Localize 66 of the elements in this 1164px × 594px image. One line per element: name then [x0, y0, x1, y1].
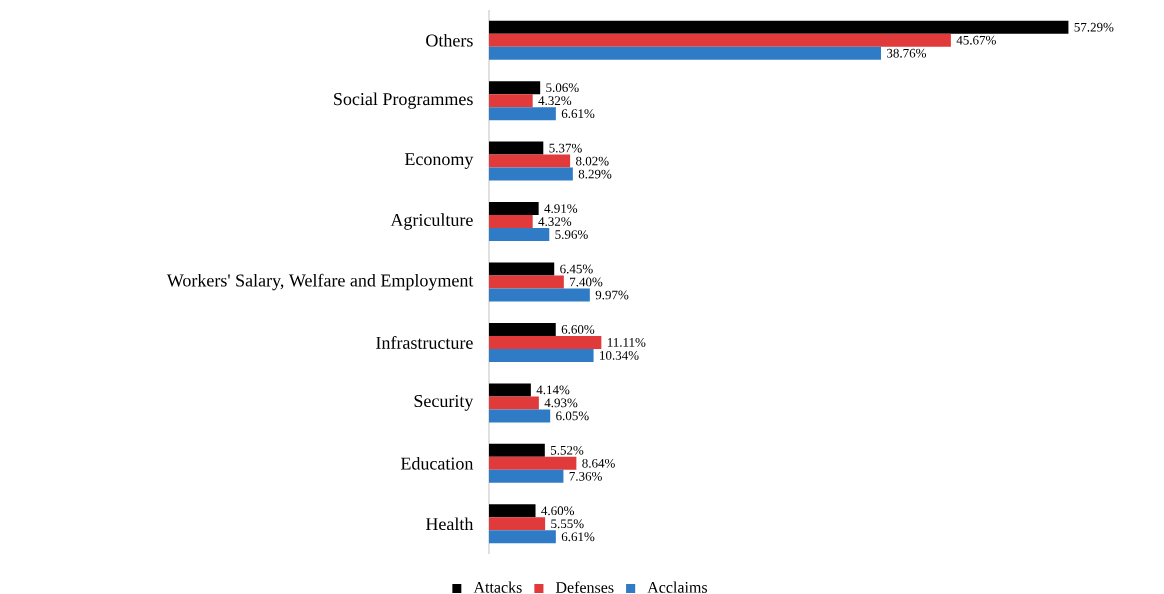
- bar: [489, 46, 882, 60]
- data-label: 6.45%: [560, 264, 593, 274]
- bar: [489, 228, 550, 242]
- y-tick-label: Social Programmes: [334, 92, 473, 109]
- bar: [489, 107, 556, 121]
- y-tick-label: Economy: [404, 153, 474, 169]
- bar: [489, 443, 545, 457]
- bar: [489, 396, 539, 410]
- y-tick-label: Infrastructure: [376, 336, 473, 349]
- data-label: 5.55%: [551, 519, 584, 529]
- data-label: 8.29%: [578, 169, 612, 179]
- data-label: 4.14%: [536, 385, 570, 395]
- data-label: 45.67%: [956, 35, 996, 45]
- data-label: 4.93%: [544, 398, 578, 408]
- bar: [489, 94, 533, 108]
- bar: [489, 530, 556, 544]
- bar: [489, 383, 531, 397]
- data-label: 4.32%: [538, 96, 572, 106]
- data-label: 6.60%: [561, 325, 595, 334]
- data-label: 6.61%: [561, 532, 595, 542]
- data-label: 4.60%: [541, 506, 575, 516]
- bar: [489, 335, 602, 349]
- data-label: 10.34%: [600, 351, 639, 360]
- data-label: 6.05%: [556, 411, 589, 421]
- bar: [489, 20, 1069, 34]
- y-tick-label: Security: [414, 394, 474, 411]
- bar: [489, 141, 544, 155]
- legend-label: Acclaims: [647, 581, 708, 593]
- bar: [489, 275, 564, 289]
- bar: [489, 262, 555, 276]
- legend-label: Attacks: [473, 581, 522, 593]
- bar: [489, 504, 536, 518]
- data-label: 5.06%: [546, 83, 579, 93]
- y-tick-label: Education: [400, 457, 474, 470]
- data-label: 7.36%: [569, 471, 602, 481]
- y-tick-label: Others: [426, 33, 473, 47]
- data-label: 4.91%: [544, 204, 578, 213]
- y-tick-label: Health: [425, 517, 474, 531]
- bar: [489, 469, 564, 483]
- bar: [489, 348, 594, 362]
- data-label: 57.29%: [1074, 22, 1114, 32]
- bar: [489, 167, 573, 181]
- bar: [489, 409, 551, 423]
- data-label: 6.61%: [561, 109, 595, 119]
- bar: [489, 517, 546, 531]
- bar: [489, 33, 951, 47]
- bar: [489, 215, 533, 229]
- bar: [489, 202, 539, 216]
- data-label: 7.40%: [570, 277, 603, 287]
- bar: [489, 81, 541, 95]
- data-label: 8.02%: [576, 156, 609, 166]
- data-label: 11.11%: [607, 338, 646, 347]
- data-label: 5.96%: [555, 230, 588, 239]
- data-label: 38.76%: [887, 48, 927, 58]
- data-label: 5.52%: [550, 445, 584, 455]
- data-label: 5.37%: [549, 143, 582, 153]
- bar: [489, 154, 571, 168]
- data-label: 8.64%: [582, 458, 615, 468]
- bar: [489, 456, 577, 470]
- data-label: 4.32%: [538, 217, 572, 226]
- data-label: 9.97%: [595, 290, 629, 300]
- y-tick-label: Agriculture: [390, 213, 473, 230]
- bar: [489, 322, 556, 336]
- bar: [489, 288, 590, 302]
- y-tick-label: Workers' Salary, Welfare and Employment: [166, 273, 474, 291]
- legend-label: Defenses: [555, 581, 614, 593]
